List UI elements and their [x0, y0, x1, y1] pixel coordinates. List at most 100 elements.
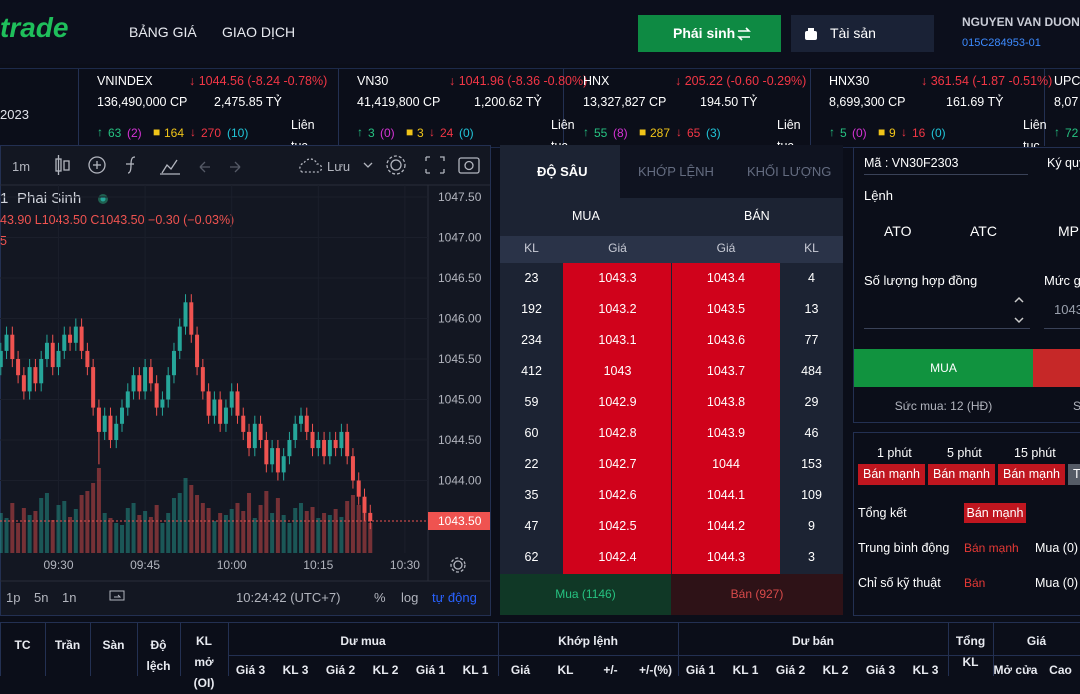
- user-name[interactable]: NGUYEN VAN DUONG: [962, 15, 1080, 29]
- underline: [864, 328, 1030, 329]
- order-type[interactable]: ATO: [884, 223, 912, 239]
- sell-price[interactable]: 1043.5: [706, 302, 746, 316]
- sell-price[interactable]: 1044.2: [706, 519, 746, 533]
- index-name[interactable]: VNINDEX: [97, 74, 153, 88]
- tab[interactable]: ĐỘ SÂU: [500, 145, 620, 198]
- sell-price[interactable]: 1043.9: [706, 426, 746, 440]
- index-name[interactable]: VN30: [357, 74, 389, 88]
- sell-price[interactable]: 1043.6: [706, 333, 746, 347]
- volume-bar: [252, 518, 257, 553]
- index-name[interactable]: HNX30: [829, 74, 870, 88]
- assets-button[interactable]: Tài sản: [791, 15, 934, 52]
- trading-screen: trade BẢNG GIÁ GIAO DỊCH Phái sinh Tài s…: [0, 12, 1080, 690]
- log-toggle[interactable]: log: [401, 590, 418, 605]
- sell-price[interactable]: 1044.1: [706, 488, 746, 502]
- sell-volume[interactable]: 153: [801, 457, 822, 471]
- sell-price[interactable]: 1044.3: [706, 550, 746, 564]
- tab[interactable]: KHỐI LƯỢNG: [731, 145, 843, 198]
- volume-bar: [44, 493, 49, 553]
- buy-volume[interactable]: 47: [524, 519, 539, 533]
- timeframe[interactable]: 1 phút: [877, 446, 912, 460]
- sell-volume[interactable]: 77: [804, 333, 819, 347]
- y-tick-label: 1044.50: [438, 433, 482, 447]
- index-name[interactable]: UPCO: [1054, 74, 1080, 88]
- breadth-icon: ↑: [97, 125, 103, 139]
- sell-volume[interactable]: 3: [808, 550, 815, 564]
- sell-price[interactable]: 1043.4: [706, 271, 746, 285]
- buy-volume[interactable]: 412: [521, 364, 542, 378]
- nav-link[interactable]: BẢNG GIÁ: [129, 24, 197, 40]
- candle-body: [125, 391, 130, 408]
- volume-bar: [287, 523, 292, 553]
- volume-bar: [333, 509, 338, 553]
- interval-button[interactable]: 1m: [12, 159, 30, 174]
- buy-price[interactable]: 1042.6: [598, 488, 637, 502]
- buy-volume[interactable]: 60: [524, 426, 539, 440]
- sell-button[interactable]: [1033, 349, 1080, 387]
- buy-volume[interactable]: 35: [524, 488, 539, 502]
- buy-price[interactable]: 1043.1: [598, 333, 637, 347]
- candle-body: [339, 431, 344, 449]
- sell-price[interactable]: 1043.7: [706, 364, 746, 378]
- volume-bar: [316, 518, 321, 553]
- derivatives-button[interactable]: Phái sinh: [638, 15, 781, 52]
- range-button: 5n: [34, 590, 48, 605]
- breadth-up: 3: [368, 126, 375, 140]
- timeframe[interactable]: 15 phút: [1014, 446, 1056, 460]
- buy-price[interactable]: 1042.5: [598, 519, 637, 533]
- sell-volume[interactable]: 109: [801, 488, 822, 502]
- order-type[interactable]: ATC: [970, 223, 997, 239]
- breadth-unchanged: 287: [650, 126, 671, 140]
- sell-volume[interactable]: 46: [804, 426, 819, 440]
- sell-volume[interactable]: 9: [808, 519, 815, 533]
- candle-body: [108, 415, 113, 440]
- buy-price[interactable]: 1042.7: [598, 457, 637, 471]
- index-name[interactable]: HNX: [583, 74, 610, 88]
- sell-price[interactable]: 1044: [712, 457, 740, 471]
- volume-bar: [356, 505, 361, 553]
- buy-volume[interactable]: 62: [524, 550, 539, 564]
- buy-button[interactable]: MUA: [854, 349, 1033, 387]
- date-range-icon[interactable]: [109, 590, 125, 601]
- nav-link[interactable]: GIAO DỊCH: [222, 24, 296, 40]
- sell-volume[interactable]: 484: [801, 364, 822, 378]
- buy-volume[interactable]: 22: [524, 457, 539, 471]
- buy-volume[interactable]: 59: [524, 395, 539, 409]
- logo[interactable]: trade: [0, 12, 69, 43]
- percent-toggle[interactable]: %: [374, 590, 386, 605]
- buy-price[interactable]: 1042.9: [598, 395, 637, 409]
- breadth-up: 55: [594, 126, 608, 140]
- candle-body: [252, 423, 257, 449]
- buy-price[interactable]: 1043.2: [598, 302, 637, 316]
- sell-price[interactable]: 1043.8: [706, 395, 746, 409]
- candle-body: [171, 350, 176, 376]
- buy-volume[interactable]: 192: [521, 302, 542, 316]
- sell-volume[interactable]: 29: [804, 395, 819, 409]
- candle-body: [362, 496, 367, 513]
- settings-icon[interactable]: [450, 557, 466, 573]
- volume-bar: [85, 491, 90, 553]
- column-header: KL mở (OI): [193, 634, 215, 690]
- timeframe[interactable]: 5 phút: [947, 446, 982, 460]
- candle-body: [4, 334, 9, 351]
- stepper[interactable]: [1012, 294, 1026, 326]
- tab[interactable]: KHỚP LỆNH: [620, 145, 731, 198]
- sell-volume[interactable]: 13: [804, 302, 819, 316]
- price-input[interactable]: 1043: [1054, 302, 1080, 317]
- buy-volume[interactable]: 23: [524, 271, 539, 285]
- buy-price[interactable]: 1043: [603, 364, 632, 378]
- save-button[interactable]: Lưu: [327, 159, 350, 174]
- sub-header: +/-(%): [639, 663, 672, 677]
- buy-volume[interactable]: 234: [521, 333, 542, 347]
- auto-toggle[interactable]: tự động: [432, 590, 477, 605]
- price-table-header: TC Trần Sàn Độ lệch KL mở (OI) Dư mua Khớp lện…: [0, 622, 1080, 690]
- candle-body: [143, 367, 148, 392]
- symbol-field[interactable]: Mã : VN30F2303: [864, 156, 959, 170]
- sell-volume[interactable]: 4: [808, 271, 815, 285]
- buy-price[interactable]: 1042.8: [598, 426, 637, 440]
- buy-price[interactable]: 1042.4: [598, 550, 637, 564]
- order-type[interactable]: MP: [1058, 223, 1079, 239]
- column-header: Tổng KL: [955, 634, 986, 669]
- candle-body: [16, 359, 21, 376]
- buy-price[interactable]: 1043.3: [598, 271, 637, 285]
